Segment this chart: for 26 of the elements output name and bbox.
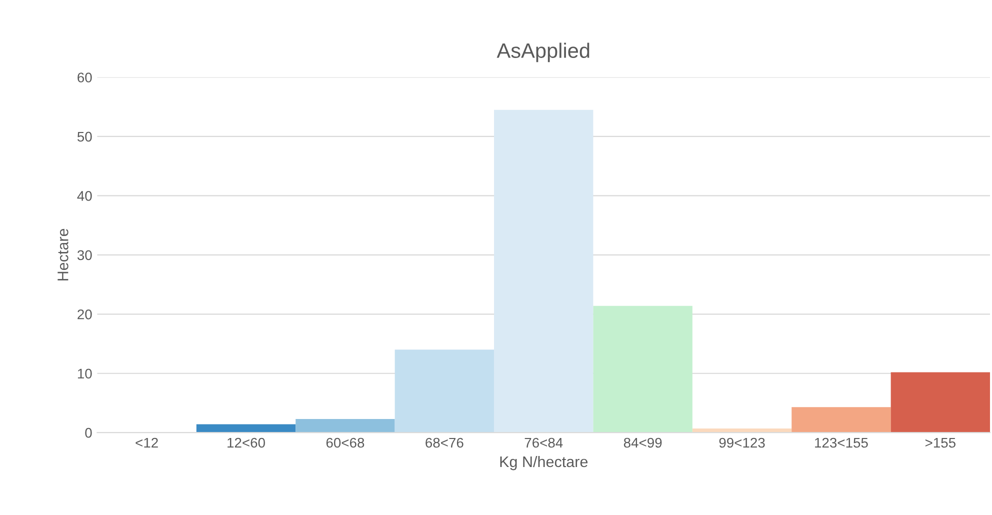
bar [296, 418, 395, 433]
x-tick-label: 12<60 [228, 438, 265, 448]
y-tick-label: 30 [77, 250, 92, 260]
x-tick-label: 99<123 [719, 438, 765, 448]
x-tick-label: 60<68 [326, 438, 364, 448]
x-axis-title: Kg N/hectare [500, 456, 588, 470]
y-tick-label: 50 [77, 132, 92, 142]
y-tick-label: 40 [77, 191, 92, 201]
x-tick-label: <12 [136, 438, 158, 448]
y-tick-label: 60 [78, 72, 92, 82]
y-tick-label: 10 [78, 368, 92, 379]
x-tick-label: 123<155 [815, 438, 868, 448]
bar [494, 110, 594, 433]
bar [394, 350, 494, 433]
y-axis-title: Hectare [58, 228, 68, 280]
bar [792, 407, 891, 433]
x-tick-label: 68<76 [426, 438, 464, 448]
bar [890, 372, 990, 433]
x-tick-label: 76<84 [524, 438, 563, 448]
bar [593, 306, 692, 433]
y-tick-label: 20 [78, 309, 92, 320]
x-tick-label: 84<99 [624, 438, 662, 448]
x-tick-label: >155 [925, 438, 956, 448]
bar [196, 424, 296, 433]
y-tick-label: 0 [85, 428, 92, 438]
chart-title: AsApplied [496, 42, 590, 62]
